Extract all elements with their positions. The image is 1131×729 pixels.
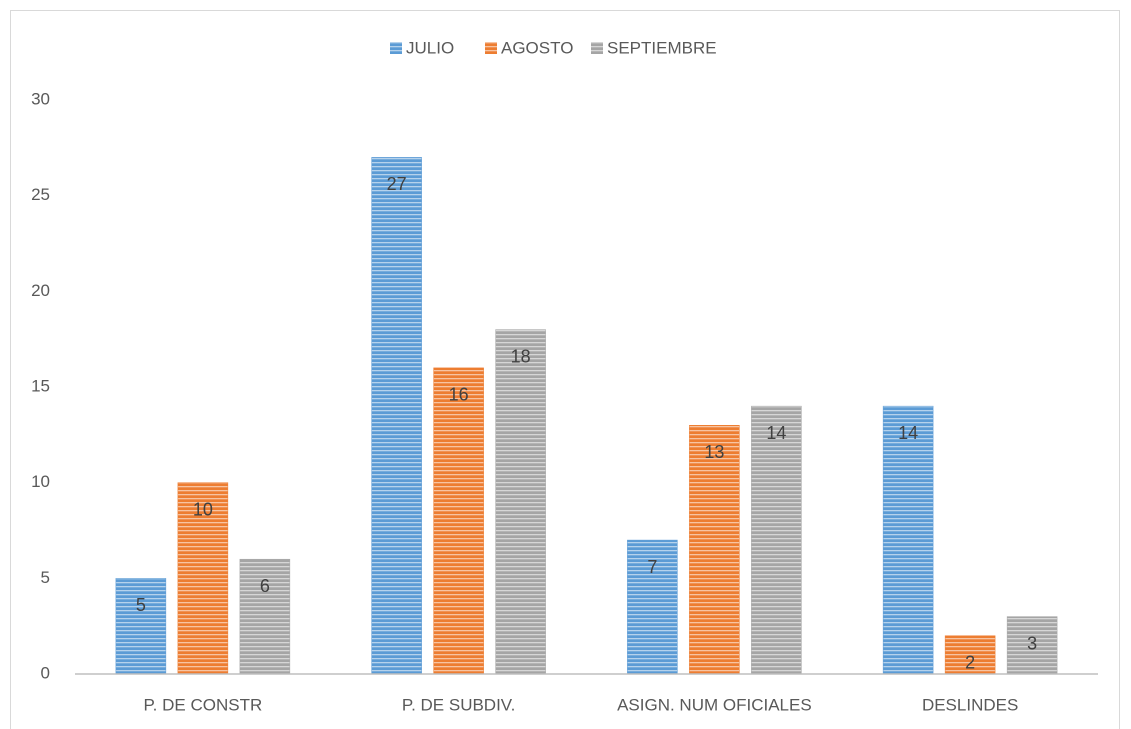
x-tick-label: P. DE CONSTR: [144, 695, 263, 714]
data-label: 13: [704, 442, 724, 462]
bar: [944, 635, 996, 675]
data-label: 2: [965, 652, 975, 672]
y-tick-label: 20: [31, 281, 50, 300]
data-label: 14: [898, 423, 918, 443]
data-label: 7: [647, 557, 657, 577]
legend-swatch: [485, 42, 497, 54]
y-tick-label: 10: [31, 472, 50, 491]
data-label: 16: [449, 385, 469, 405]
data-label: 14: [766, 423, 786, 443]
bar: [627, 539, 678, 675]
data-label: 27: [387, 174, 407, 194]
y-tick-label: 25: [31, 185, 50, 204]
bar: [371, 157, 422, 675]
data-label: 18: [511, 346, 531, 366]
data-label: 5: [136, 595, 146, 615]
legend-swatch: [390, 42, 402, 54]
legend-swatch: [591, 42, 603, 54]
bar: [433, 367, 484, 675]
y-tick-label: 0: [41, 663, 50, 682]
data-label: 10: [193, 499, 213, 519]
bar: [239, 558, 291, 675]
bar: [882, 405, 934, 675]
legend-label: SEPTIEMBRE: [607, 38, 717, 57]
y-tick-label: 5: [41, 568, 50, 587]
legend-label: AGOSTO: [501, 38, 573, 57]
bar: [751, 405, 802, 675]
bar: [689, 425, 740, 675]
y-tick-label: 15: [31, 376, 50, 395]
y-tick-label: 30: [31, 89, 50, 108]
chart-frame: [10, 10, 1120, 729]
bar: [1006, 616, 1058, 675]
data-label: 6: [260, 576, 270, 596]
legend-label: JULIO: [406, 38, 454, 57]
bar: [115, 578, 167, 675]
x-tick-label: DESLINDES: [922, 695, 1018, 714]
data-label: 3: [1027, 633, 1037, 653]
x-tick-label: P. DE SUBDIV.: [402, 695, 515, 714]
bar: [495, 329, 546, 675]
x-tick-label: ASIGN. NUM OFICIALES: [617, 695, 812, 714]
bar: [177, 482, 229, 675]
